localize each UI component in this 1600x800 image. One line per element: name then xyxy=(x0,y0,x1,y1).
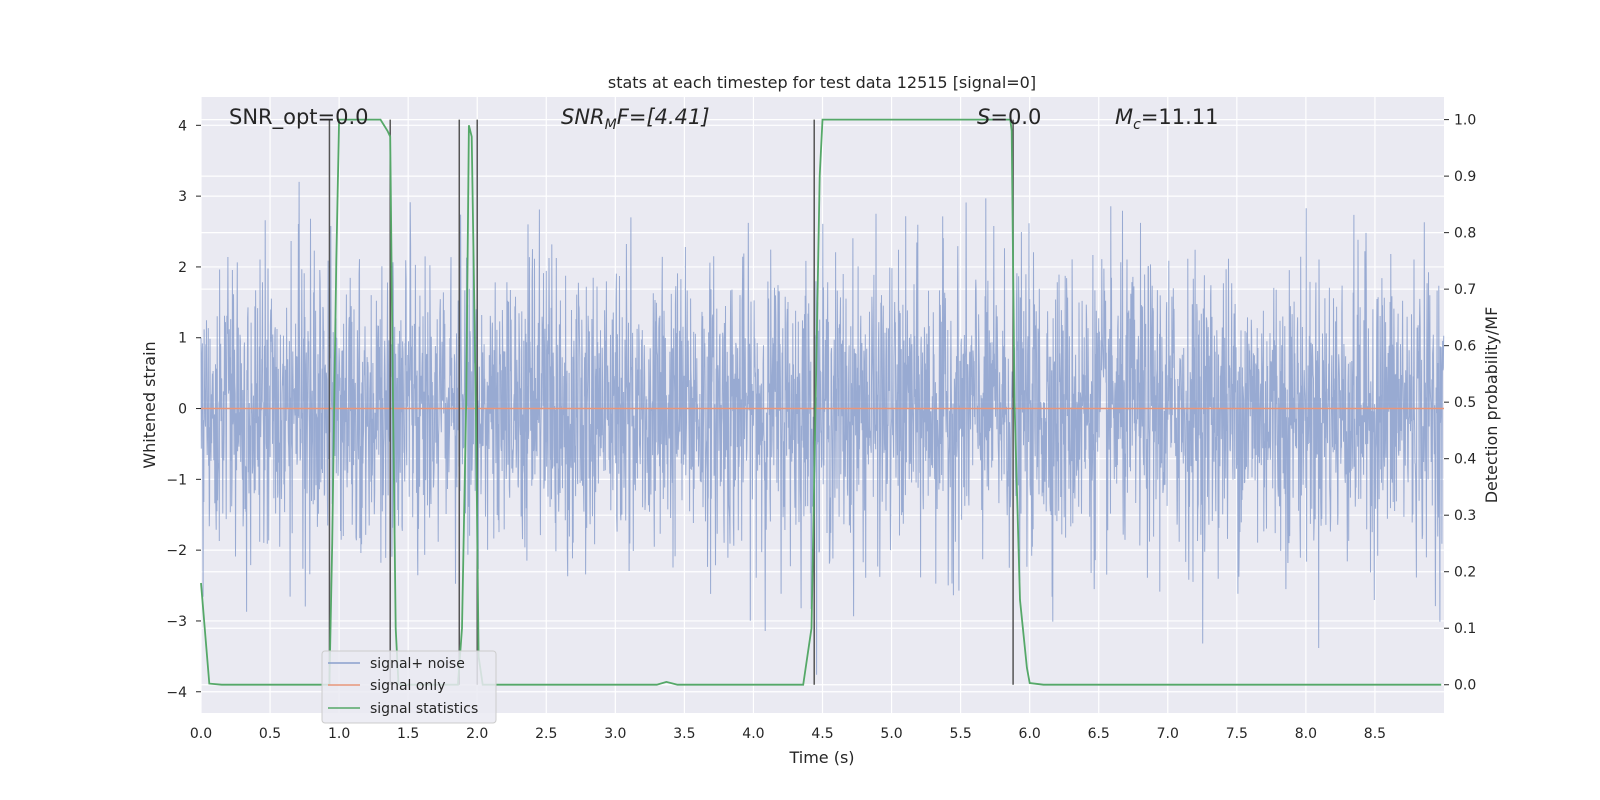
x-tick-label: 3.5 xyxy=(673,726,695,742)
y-right-tick-label: 0.7 xyxy=(1454,282,1476,298)
y-tick-label: 4 xyxy=(178,118,187,134)
x-tick-label: 8.5 xyxy=(1364,726,1386,742)
snr-mf-annotation: SNRMF=[4.41] xyxy=(561,105,710,133)
y-right-tick-label: 0.8 xyxy=(1454,226,1476,242)
x-tick-label: 6.5 xyxy=(1088,726,1110,742)
chart-title: stats at each timestep for test data 125… xyxy=(608,73,1036,92)
legend: signal+ noise signal only signal statist… xyxy=(321,650,497,724)
y-tick-label: 1 xyxy=(178,331,187,347)
y-right-tick-label: 1.0 xyxy=(1454,113,1476,129)
signal-statistics-series xyxy=(200,118,1442,686)
signal-plus-noise-series xyxy=(200,181,1445,675)
y-right-tick-label: 0.5 xyxy=(1454,395,1476,411)
y-right-tick-label: 0.4 xyxy=(1454,452,1476,468)
mc-annotation: Mc=11.11 xyxy=(1115,105,1219,133)
x-tick-label: 5.5 xyxy=(949,726,971,742)
x-tick-label: 3.0 xyxy=(604,726,626,742)
mc-value: =11.11 xyxy=(1141,105,1219,129)
signal-plus-noise-line xyxy=(200,181,1445,675)
x-tick-label: 2.0 xyxy=(466,726,488,742)
mc-name: M xyxy=(1115,105,1133,129)
mc-subscript: c xyxy=(1133,117,1141,133)
s-value: =0.0 xyxy=(990,105,1041,129)
y-tick-label: 0 xyxy=(178,402,187,418)
x-tick-label: 0.0 xyxy=(190,726,212,742)
x-tick-label: 5.0 xyxy=(880,726,902,742)
y-tick-label: 3 xyxy=(178,189,187,205)
snr-mf-subscript: M xyxy=(605,117,617,133)
x-tick-label: 7.5 xyxy=(1226,726,1248,742)
y-right-axis-label: Detection probability/MF xyxy=(1482,307,1501,504)
x-tick-label: 1.5 xyxy=(397,726,419,742)
snr-mf-value: F=[4.41] xyxy=(617,105,710,129)
s-name: S xyxy=(977,105,990,129)
y-right-tick-labels: 0.0 0.1 0.2 0.3 0.4 0.5 0.6 0.7 0.8 0.9 1.0 xyxy=(1444,113,1476,694)
x-tick-label: 4.0 xyxy=(742,726,764,742)
y-right-tick-label: 0.3 xyxy=(1454,508,1476,524)
x-tick-label: 0.5 xyxy=(259,726,281,742)
y-right-tick-label: 0.6 xyxy=(1454,339,1476,355)
y-tick-label: −4 xyxy=(166,685,187,701)
snr-mf-name: SNR xyxy=(561,105,605,129)
snr-opt-annotation: SNR_opt=0.0 xyxy=(229,105,369,130)
y-right-tick-label: 0.0 xyxy=(1454,678,1476,694)
x-tick-label: 6.0 xyxy=(1019,726,1041,742)
x-tick-label: 7.0 xyxy=(1157,726,1179,742)
legend-box xyxy=(321,650,497,724)
legend-label-stats: signal statistics xyxy=(370,701,478,717)
x-tick-label: 4.5 xyxy=(811,726,833,742)
y-right-tick-label: 0.2 xyxy=(1454,565,1476,581)
y-tick-label: −3 xyxy=(166,614,187,630)
x-tick-labels: 0.0 0.5 1.0 1.5 2.0 2.5 3.0 3.5 4.0 4.5 5.0 5.5 6.0 6… xyxy=(190,726,1386,742)
legend-label-noise: signal+ noise xyxy=(370,656,465,672)
x-tick-label: 1.0 xyxy=(328,726,350,742)
x-axis-label: Time (s) xyxy=(788,748,854,767)
x-tick-label: 8.0 xyxy=(1295,726,1317,742)
y-tick-label: −2 xyxy=(166,543,187,559)
s-annotation: S=0.0 xyxy=(977,105,1041,129)
legend-label-signal: signal only xyxy=(370,678,445,694)
y-right-tick-label: 0.1 xyxy=(1454,621,1476,637)
y-tick-label: −1 xyxy=(166,472,187,488)
x-tick-label: 2.5 xyxy=(535,726,557,742)
signal-statistics-line xyxy=(200,118,1442,686)
y-tick-label: 2 xyxy=(178,260,187,276)
y-tick-labels: −4 −3 −2 −1 0 1 2 3 4 xyxy=(166,118,201,701)
y-right-tick-label: 0.9 xyxy=(1454,169,1476,185)
y-axis-label: Whitened strain xyxy=(140,341,159,468)
